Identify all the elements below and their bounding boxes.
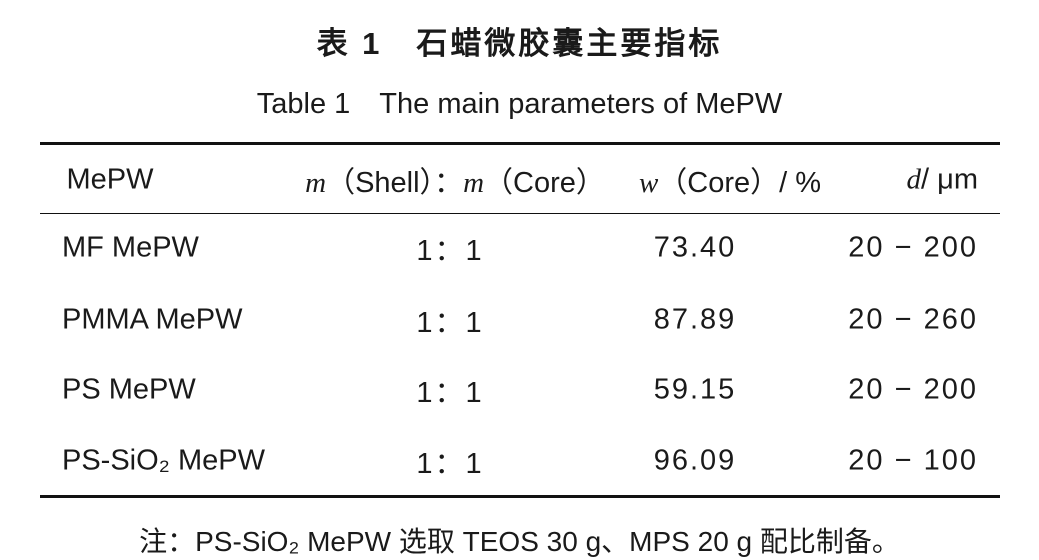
header-text: MePW <box>66 163 154 196</box>
bottom-rule <box>40 495 1000 498</box>
table-cell: 1：1 <box>416 307 484 339</box>
table-note: 注：PS-SiO₂ MePW 选取 TEOS 30 g、MPS 20 g 配比制… <box>139 526 900 557</box>
header-text: m <box>463 167 485 199</box>
table-title-en: Table 1 The main parameters of MePW <box>256 88 783 120</box>
table-cell: 59.15 <box>653 373 737 406</box>
table-cell: 20 − 260 <box>848 303 978 336</box>
header-text: m <box>305 167 327 199</box>
table-cell: MF MePW <box>62 231 199 264</box>
table-cell: 73.40 <box>653 231 737 264</box>
header-text: w <box>638 167 659 199</box>
table-cell: 87.89 <box>653 303 737 336</box>
table-cell: 96.09 <box>653 444 737 477</box>
header-text: （Shell）： <box>326 167 464 199</box>
table-cell: 20 − 200 <box>848 231 978 264</box>
column-header: w（Core）/ % <box>639 159 821 201</box>
table-cell: PS MePW <box>62 373 196 406</box>
header-text: （Core） <box>484 167 605 199</box>
top-rule <box>40 142 1000 145</box>
header-text: d <box>906 163 922 196</box>
column-header: m（Shell）：m（Core） <box>305 159 605 201</box>
header-rule <box>40 213 1000 214</box>
table-cell: 1：1 <box>416 377 484 409</box>
table-title-cn: 表 1 石蜡微胶囊主要指标 <box>316 26 723 61</box>
header-text: / μm <box>921 163 978 196</box>
table-cell: 1：1 <box>416 448 484 480</box>
table-cell: 20 − 100 <box>848 444 978 477</box>
header-text: （Core）/ % <box>658 167 822 199</box>
column-header: d/ μm <box>907 164 978 197</box>
table-cell: PS-SiO₂ MePW <box>62 444 265 477</box>
column-header: MePW <box>67 164 154 197</box>
table-cell: 20 − 200 <box>848 373 978 406</box>
table-cell: PMMA MePW <box>62 303 243 336</box>
table-cell: 1：1 <box>416 235 484 267</box>
